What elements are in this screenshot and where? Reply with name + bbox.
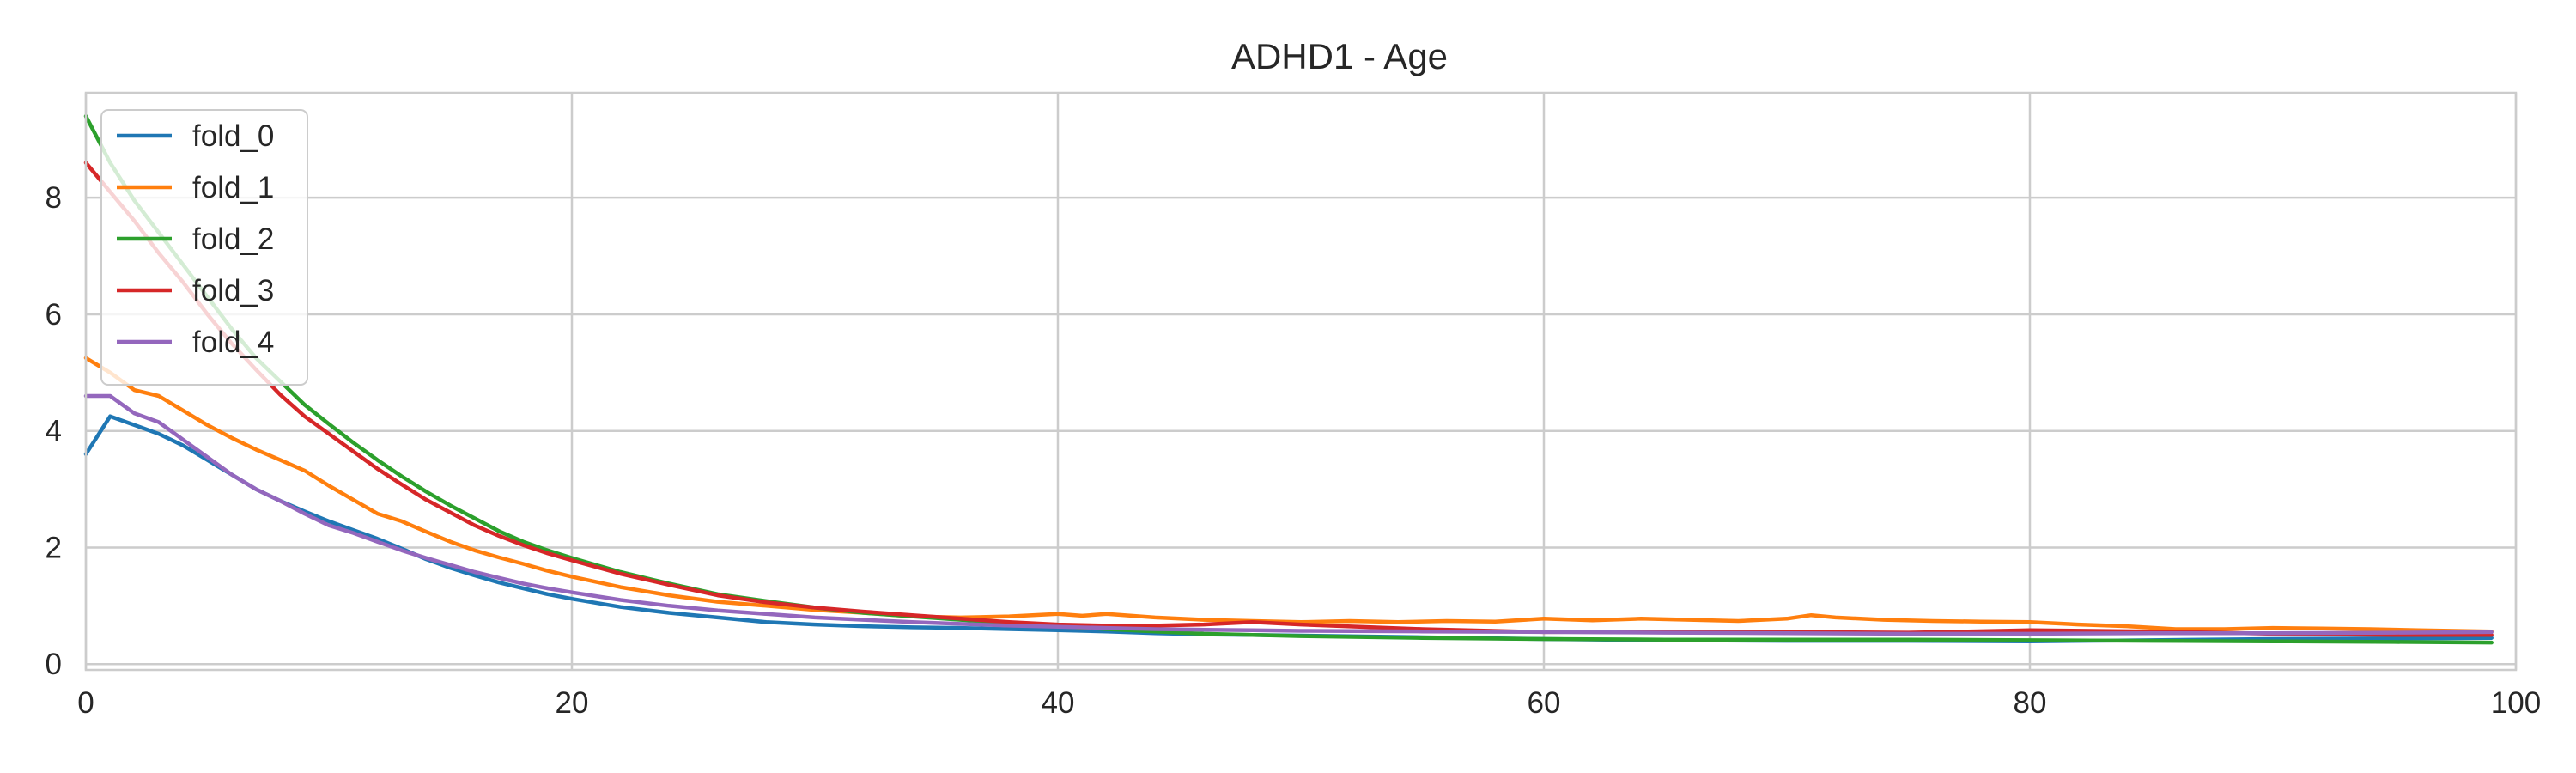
legend-box: [100, 109, 308, 386]
series-line-fold_1: [83, 356, 2494, 634]
chart-title: ADHD1 - Age: [1231, 36, 1448, 76]
y-tick-label: 6: [46, 298, 62, 332]
y-tick-label: 0: [46, 648, 62, 681]
legend-label-fold_2: fold_2: [192, 222, 274, 256]
legend-label-fold_4: fold_4: [192, 326, 274, 359]
y-axis-ticks: 0 2 4 6 8: [46, 181, 62, 681]
x-tick-label: 60: [1528, 686, 1561, 720]
y-tick-label: 4: [46, 415, 62, 448]
series-line-fold_4: [83, 393, 2494, 636]
legend-label-fold_3: fold_3: [192, 274, 274, 307]
x-tick-label: 20: [556, 686, 589, 720]
legend: fold_0 fold_1 fold_2 fold_3 fold_4: [100, 109, 308, 386]
x-tick-label: 80: [2014, 686, 2047, 720]
x-tick-label: 0: [77, 686, 94, 720]
legend-label-fold_0: fold_0: [192, 119, 274, 153]
legend-label-fold_1: fold_1: [192, 171, 274, 204]
x-tick-label: 40: [1042, 686, 1075, 720]
x-axis-ticks: 0 20 40 60 80 100: [77, 686, 2541, 720]
y-tick-label: 2: [46, 531, 62, 564]
y-tick-label: 8: [46, 181, 62, 215]
x-tick-label: 100: [2491, 686, 2541, 720]
plot-frame: [84, 91, 2518, 672]
